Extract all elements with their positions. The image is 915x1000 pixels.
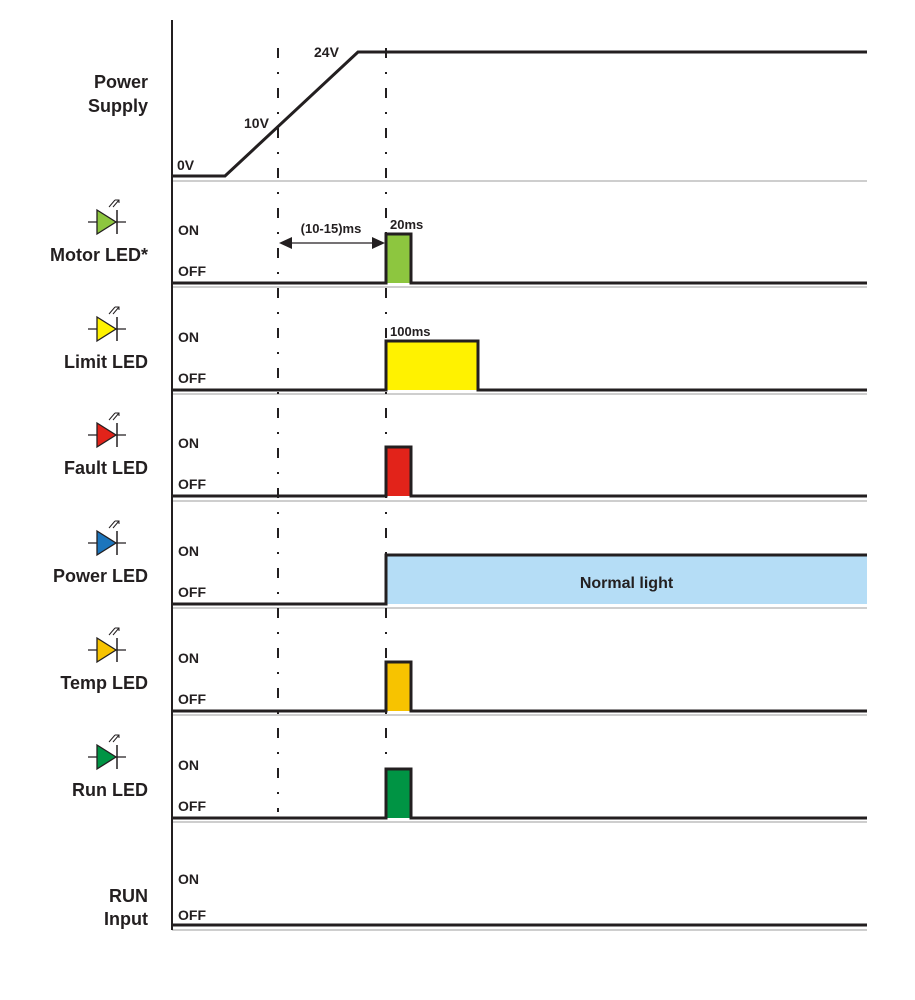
- signal-label-power: Power LED: [53, 566, 148, 586]
- power-supply-waveform: [172, 50, 867, 178]
- interval-label: (10-15)ms: [301, 221, 362, 236]
- signal-label-run: Run LED: [72, 780, 148, 800]
- state-off-label: OFF: [178, 476, 206, 492]
- led-icon: [88, 306, 126, 343]
- run-input-label: RUN: [109, 886, 148, 906]
- power-supply-label: Supply: [88, 96, 148, 116]
- state-off-label: OFF: [178, 798, 206, 814]
- signal-label-motor: Motor LED*: [50, 245, 148, 265]
- led-triangle: [96, 208, 118, 236]
- led-triangle: [96, 743, 118, 771]
- waveform-motor: [172, 232, 867, 285]
- state-on-label: ON: [178, 650, 199, 666]
- state-off-label: OFF: [178, 370, 206, 386]
- pulse-fill-fault: [386, 447, 411, 496]
- state-on-label: ON: [178, 871, 199, 887]
- state-on-label: ON: [178, 757, 199, 773]
- led-icon: [88, 412, 126, 449]
- duration-label-motor: 20ms: [390, 217, 423, 232]
- pulse-fill-run: [386, 769, 411, 818]
- led-icon: [88, 627, 126, 664]
- state-off-label: OFF: [178, 584, 206, 600]
- pulse-fill-power: [386, 555, 867, 604]
- run-input-label: Input: [104, 909, 148, 929]
- light-rays-icon: [108, 520, 120, 529]
- fill-label-power: Normal light: [580, 575, 674, 592]
- signal-label-fault: Fault LED: [64, 458, 148, 478]
- pulse-fill-limit: [386, 341, 478, 390]
- duration-label-limit: 100ms: [390, 324, 430, 339]
- light-rays-icon: [108, 199, 120, 208]
- state-on-label: ON: [178, 435, 199, 451]
- waveform-limit: [172, 339, 867, 392]
- led-triangle: [96, 315, 118, 343]
- arrow-right-icon: [372, 237, 385, 249]
- waveform-fault: [172, 445, 867, 498]
- state-on-label: ON: [178, 543, 199, 559]
- power-supply-label: Power: [94, 72, 148, 92]
- led-icon: [88, 520, 126, 557]
- light-rays-icon: [108, 306, 120, 315]
- state-off-label: OFF: [178, 691, 206, 707]
- state-off-label: OFF: [178, 263, 206, 279]
- light-rays-icon: [108, 627, 120, 636]
- level-24v: 24V: [314, 44, 340, 60]
- arrow-left-icon: [279, 237, 292, 249]
- light-rays-icon: [108, 734, 120, 743]
- led-triangle: [96, 529, 118, 557]
- light-rays-icon: [108, 412, 120, 421]
- state-on-label: ON: [178, 329, 199, 345]
- waveform-run: [172, 767, 867, 820]
- waveform-temp: [172, 660, 867, 713]
- level-0v: 0V: [177, 157, 195, 173]
- state-on-label: ON: [178, 222, 199, 238]
- led-icon: [88, 734, 126, 771]
- led-icon: [88, 199, 126, 236]
- pulse-fill-motor: [386, 234, 411, 283]
- state-off-label: OFF: [178, 907, 206, 923]
- level-10v: 10V: [244, 115, 270, 131]
- waveform-power: [172, 553, 867, 606]
- signal-label-limit: Limit LED: [64, 352, 148, 372]
- pulse-fill-temp: [386, 662, 411, 711]
- led-triangle: [96, 421, 118, 449]
- signal-label-temp: Temp LED: [60, 673, 148, 693]
- led-triangle: [96, 636, 118, 664]
